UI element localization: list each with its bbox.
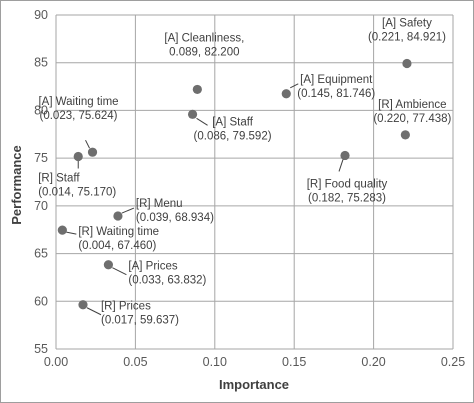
y-tick-label: 55 — [34, 342, 48, 356]
y-tick-label: 70 — [34, 199, 48, 213]
y-axis-ticks: 55 60 65 70 75 80 85 90 — [34, 8, 48, 356]
point-label-coords: (0.023, 75.624) — [40, 110, 118, 122]
point-label-coords: (0.014, 75.170) — [38, 187, 116, 199]
point-label-coords: (0.086, 79.592) — [194, 130, 272, 142]
point-label-coords: (0.004, 67.460) — [78, 240, 156, 252]
data-point — [340, 150, 350, 161]
y-tick-label: 65 — [34, 247, 48, 261]
point-label-name: [A] Staff — [212, 116, 254, 128]
point-label-name: [R] Staff — [38, 173, 80, 185]
label-leaders — [66, 83, 344, 316]
label-leader-line — [338, 159, 344, 172]
label-leader-line — [290, 83, 299, 89]
point-label-name: [R] Menu — [136, 198, 183, 210]
point-label-coords: (0.017, 59.637) — [101, 315, 179, 327]
data-point — [402, 58, 412, 69]
y-tick-label: 75 — [34, 151, 48, 165]
data-point — [78, 300, 88, 310]
x-tick-label: 0.00 — [44, 355, 68, 369]
x-axis-title: Importance — [219, 377, 289, 392]
x-tick-label: 0.10 — [203, 355, 227, 369]
label-leader-line — [112, 267, 127, 276]
point-label-name: [A] Safety — [382, 17, 432, 29]
point-label-name: [R] Food quality — [307, 178, 388, 190]
x-tick-label: 0.15 — [282, 355, 306, 369]
data-point — [281, 89, 291, 99]
data-points — [57, 58, 412, 310]
point-label-coords: (0.221, 84.921) — [368, 31, 446, 43]
label-leader-line — [85, 139, 90, 149]
data-point — [113, 211, 123, 221]
point-label-name: [A] Prices — [128, 261, 177, 273]
point-label-name: [R] Prices — [101, 301, 151, 313]
point-label-coords: (0.145, 81.746) — [297, 88, 375, 100]
point-labels: [A] Safety (0.221, 84.921) [A] Cleanliness… — [38, 17, 451, 326]
label-leader-line — [66, 231, 77, 235]
data-point — [73, 151, 83, 162]
y-tick-label: 60 — [34, 294, 48, 308]
point-label-name: [A] Cleanliness, — [164, 32, 244, 44]
point-label-coords: (0.039, 68.934) — [136, 212, 214, 224]
data-point — [103, 260, 114, 270]
point-label-coords: 0.089, 82.200 — [169, 46, 239, 58]
point-label-coords: (0.220, 77.438) — [373, 113, 451, 125]
point-label-name: [A] Waiting time — [38, 96, 118, 108]
y-axis-title: Performance — [9, 145, 24, 224]
point-label-name: [R] Waiting time — [78, 226, 159, 238]
point-label-coords: (0.033, 63.832) — [128, 275, 206, 287]
data-point — [192, 84, 202, 95]
x-tick-label: 0.25 — [441, 355, 465, 369]
y-tick-label: 90 — [34, 8, 48, 22]
point-label-coords: (0.182, 75.283) — [308, 192, 386, 204]
label-leader-line — [121, 207, 135, 214]
data-point — [57, 225, 67, 235]
label-leader-line — [196, 117, 208, 126]
data-point — [187, 109, 198, 119]
grid — [55, 14, 454, 350]
x-axis-ticks: 0.00 0.05 0.10 0.15 0.20 0.25 — [44, 355, 465, 369]
point-label-name: [A] Equipment — [300, 74, 373, 86]
label-leader-line — [86, 307, 102, 316]
x-tick-label: 0.20 — [361, 355, 385, 369]
y-tick-label: 80 — [34, 103, 48, 117]
point-label-name: [R] Ambience — [378, 99, 446, 111]
data-point — [87, 147, 98, 157]
data-point — [400, 130, 410, 140]
y-tick-label: 85 — [34, 56, 48, 70]
x-tick-label: 0.05 — [123, 355, 147, 369]
